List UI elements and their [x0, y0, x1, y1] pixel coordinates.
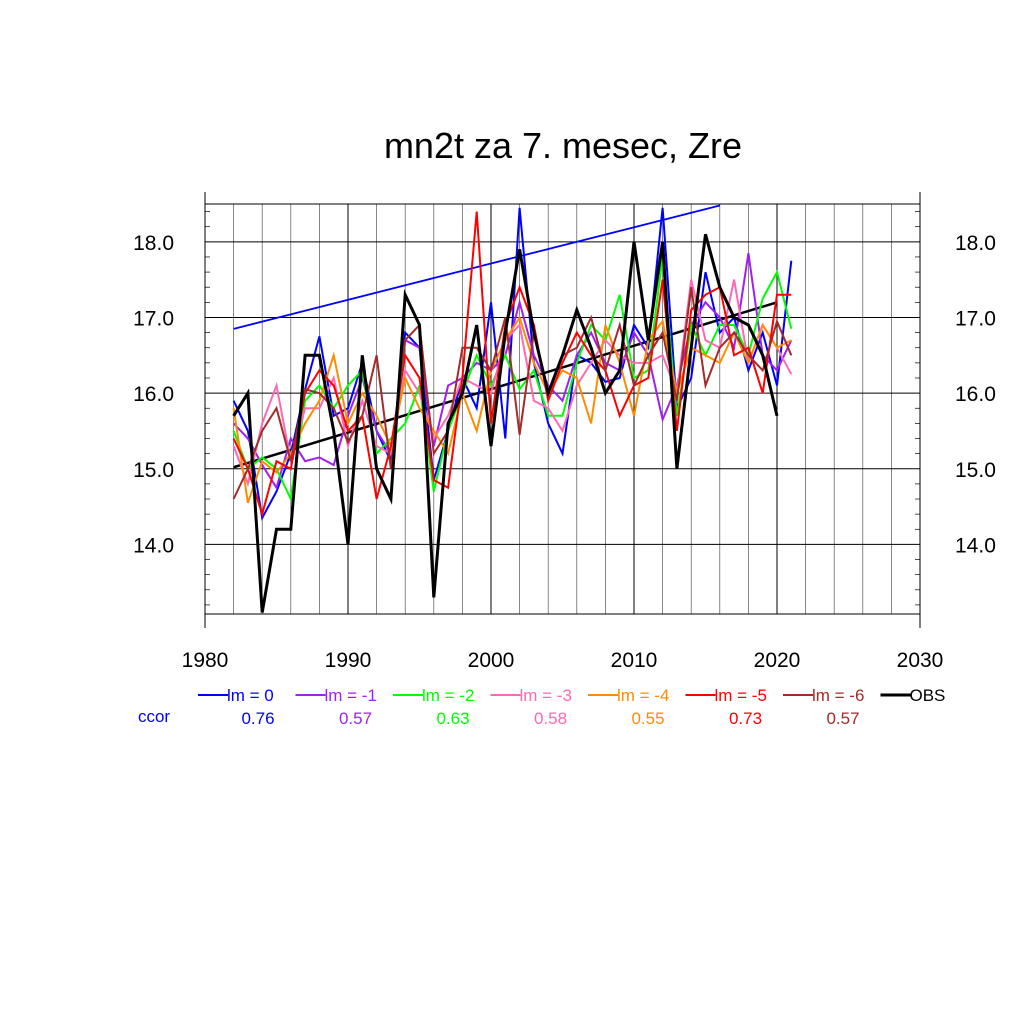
chart-title: mn2t za 7. mesec, Zre [384, 125, 742, 166]
x-axis-ticks: 1980 1990 2000 2010 2020 2030 [182, 649, 944, 672]
legend-ccor-value: 0.73 [729, 709, 762, 728]
legend-label: lm = -4 [617, 686, 669, 705]
x-tick-label: 2000 [468, 649, 515, 672]
x-tick-label: 2010 [611, 649, 658, 672]
ccor-label: ccor [138, 707, 170, 726]
y-tick-label-right: 14.0 [955, 534, 996, 557]
legend-ccor-value: 0.63 [436, 709, 469, 728]
legend-ccor-value: 0.57 [826, 709, 859, 728]
legend-label: lm = -2 [422, 686, 474, 705]
legend: ccor lm = 0 0.76 lm = -1 0.57 lm = -2 0.63 lm … [138, 686, 945, 728]
y-tick-label-right: 17.0 [955, 307, 996, 330]
y-tick-label-left: 17.0 [133, 307, 174, 330]
legend-label: OBS [910, 686, 946, 705]
series-line [232, 207, 793, 521]
legend-ccor-value: 0.76 [241, 709, 274, 728]
legend-label: lm = -5 [715, 686, 767, 705]
y-tick-label-left: 14.0 [133, 534, 174, 557]
x-tick-label: 1980 [182, 649, 229, 672]
legend-ccor-value: 0.55 [631, 709, 664, 728]
x-tick-label: 2030 [897, 649, 944, 672]
y-axis-ticks: 14.0 14.0 15.0 15.0 16.0 16.0 17.0 17.0 18.0 18.0 [133, 211, 996, 606]
legend-ccor-value: 0.58 [534, 709, 567, 728]
y-tick-label-left: 16.0 [133, 383, 174, 406]
y-tick-label-right: 16.0 [955, 383, 996, 406]
y-tick-label-left: 18.0 [133, 232, 174, 255]
legend-label: lm = 0 [227, 686, 274, 705]
legend-label: lm = -1 [325, 686, 377, 705]
plot-frame [204, 192, 921, 628]
y-tick-label-left: 15.0 [133, 459, 174, 482]
y-tick-label-right: 15.0 [955, 459, 996, 482]
data-series [232, 207, 793, 613]
series-line [232, 233, 779, 613]
legend-label: lm = -3 [520, 686, 572, 705]
x-tick-label: 2020 [754, 649, 801, 672]
trend-line [233, 204, 721, 330]
y-tick-label-right: 18.0 [955, 232, 996, 255]
legend-label: lm = -6 [812, 686, 864, 705]
x-tick-label: 1990 [325, 649, 372, 672]
legend-ccor-value: 0.57 [339, 709, 372, 728]
